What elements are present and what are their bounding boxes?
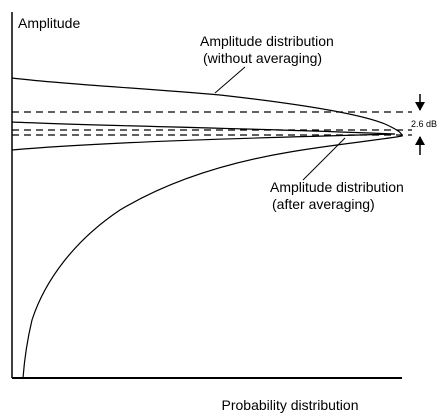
annotation: (without averaging) — [203, 50, 322, 66]
difference-label: 2.6 dB — [411, 119, 437, 129]
narrow-distribution — [11, 121, 396, 151]
arrow-head — [415, 136, 425, 145]
x-axis-label: Probability distribution — [222, 397, 359, 413]
annotation: Amplitude distribution — [270, 179, 404, 195]
leader-line — [214, 66, 246, 94]
leader-line — [302, 137, 346, 181]
annotation: (after averaging) — [272, 196, 375, 212]
arrow-head — [415, 102, 425, 111]
wide-distribution — [11, 77, 403, 379]
y-axis-label: Amplitude — [18, 15, 80, 31]
annotation: Amplitude distribution — [200, 33, 334, 49]
